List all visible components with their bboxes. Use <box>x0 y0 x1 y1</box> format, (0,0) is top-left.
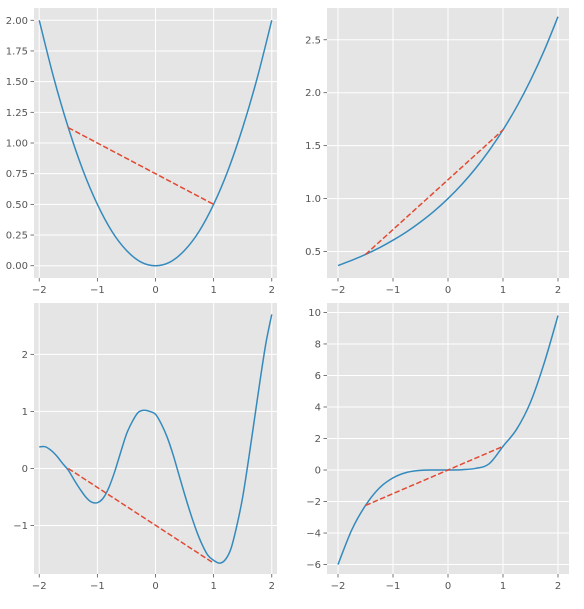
function-curve <box>337 16 559 267</box>
secant-line <box>67 126 214 206</box>
x-tick-label: 0 <box>152 581 158 592</box>
secant-line <box>67 467 215 564</box>
subplot-3: −2 −1 0 1 2 −1 0 1 2 <box>13 303 277 592</box>
x-tick-label: 1 <box>500 581 506 592</box>
y-tick-label: 0 <box>22 464 28 475</box>
x-tick-label: 2 <box>269 581 275 592</box>
subplot-1: −2 −1 0 1 2 0.00 0.25 0.50 0.75 1.00 1.25 1.50 1.75 2… <box>6 8 277 296</box>
y-tick-label: 1 <box>22 407 28 418</box>
y-tick-label: 8 <box>315 339 321 350</box>
y-tick-label: 1.50 <box>6 77 28 88</box>
x-tick-label: −2 <box>331 581 346 592</box>
x-tick-label: 2 <box>555 285 561 296</box>
y-tick-label: −1 <box>13 521 28 532</box>
x-tick-label: 0 <box>152 285 158 296</box>
y-tick-label: 0.75 <box>6 169 28 180</box>
subplot-2: −2 −1 0 1 2 0.5 1.0 1.5 2.0 2.5 <box>305 8 569 296</box>
x-tick-label: 1 <box>210 581 216 592</box>
x-tick-label: −1 <box>90 285 105 296</box>
x-tick-label: −1 <box>90 581 105 592</box>
x-tick-label: −1 <box>386 285 401 296</box>
y-tick-label: 2.0 <box>305 88 321 99</box>
x-tick-label: 1 <box>210 285 216 296</box>
y-tick-label: 0 <box>315 466 321 477</box>
y-tick-label: 1.25 <box>6 108 28 119</box>
y-tick-label: 2 <box>22 350 28 361</box>
x-tick-label: −2 <box>32 581 47 592</box>
y-tick-label: −4 <box>306 529 321 540</box>
y-tick-label: 2.5 <box>305 35 321 46</box>
x-tick-label: 0 <box>445 581 451 592</box>
x-tick-label: 0 <box>445 285 451 296</box>
function-curve <box>39 314 273 564</box>
y-tick-label: 1.5 <box>305 141 321 152</box>
y-tick-label: 0.25 <box>6 231 28 242</box>
y-tick-label: 2.00 <box>6 16 28 27</box>
y-tick-label: 2 <box>315 434 321 445</box>
subplot-4: −2 −1 0 1 2 −6 −4 −2 0 2 4 6 8 10 <box>306 303 569 592</box>
y-tick-label: 0.00 <box>6 261 28 272</box>
y-tick-label: 1.0 <box>305 194 321 205</box>
y-tick-label: −2 <box>306 497 321 508</box>
secant-line <box>364 129 504 256</box>
y-tick-label: 4 <box>315 402 321 413</box>
secant-line <box>365 445 504 507</box>
x-tick-label: −2 <box>32 285 47 296</box>
y-tick-label: 0.50 <box>6 200 28 211</box>
y-tick-label: 1.00 <box>6 139 28 150</box>
y-tick-label: 6 <box>315 371 321 382</box>
x-tick-label: −1 <box>386 581 401 592</box>
x-tick-label: 2 <box>555 581 561 592</box>
x-tick-label: 2 <box>269 285 275 296</box>
y-tick-label: 1.75 <box>6 46 28 57</box>
x-tick-label: 1 <box>500 285 506 296</box>
y-tick-label: −6 <box>306 560 321 571</box>
y-tick-label: 0.5 <box>305 247 321 258</box>
function-curve <box>38 20 273 267</box>
y-tick-label: 10 <box>308 308 321 319</box>
x-tick-label: −2 <box>331 285 346 296</box>
